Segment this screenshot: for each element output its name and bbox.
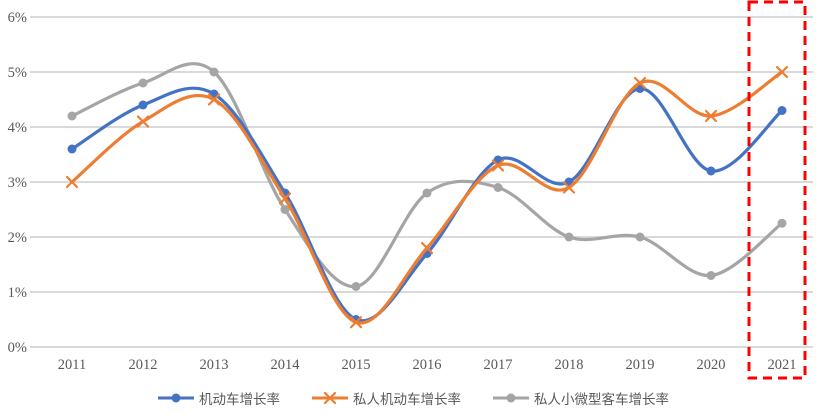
data-point-s0-2011 — [67, 144, 77, 154]
data-point-s2-2014 — [280, 205, 290, 214]
data-point-s1-2011 — [65, 175, 79, 189]
legend-item-private-small-passenger-car: 私人小微型客车增长率 — [493, 388, 669, 408]
legend-label-private-motor-vehicle: 私人机动车增长率 — [353, 392, 461, 407]
x-axis-tick-2011: 2011 — [58, 357, 86, 373]
data-point-s1-2017 — [491, 159, 505, 172]
legend-label-motor-vehicle: 机动车增长率 — [199, 392, 280, 407]
x-axis-tick-2018: 2018 — [555, 357, 584, 373]
data-point-s2-2012 — [138, 78, 148, 88]
data-point-s2-2021 — [777, 218, 787, 228]
data-point-s0-2012 — [138, 100, 148, 110]
legend-marker-private-small-passenger-car — [493, 393, 529, 403]
x-axis-tick-2020: 2020 — [697, 357, 726, 373]
chart-legend: 机动车增长率 私人机动车增长率 私人小微型客车增长率 — [0, 388, 827, 408]
x-axis-tick-2012: 2012 — [129, 357, 158, 373]
y-axis-tick-6pct: 6% — [8, 10, 27, 26]
data-point-s0-2020 — [706, 166, 716, 176]
data-point-s1-2019 — [633, 76, 647, 90]
x-axis-tick-2014: 2014 — [271, 357, 301, 373]
x-axis-tick-2013: 2013 — [200, 357, 229, 373]
legend-item-private-motor-vehicle: 私人机动车增长率 — [312, 388, 461, 408]
data-point-s2-2019 — [635, 232, 645, 242]
y-axis-tick-2pct: 2% — [8, 230, 27, 246]
data-point-s2-2015 — [351, 282, 361, 291]
data-point-s0-2021 — [777, 106, 787, 115]
x-axis-tick-2021: 2021 — [768, 357, 797, 373]
data-point-s2-2016 — [422, 188, 432, 198]
x-axis-tick-2017: 2017 — [484, 357, 513, 373]
x-axis-tick-2015: 2015 — [342, 357, 371, 373]
y-axis-tick-5pct: 5% — [8, 65, 27, 81]
data-point-s1-2015 — [349, 316, 363, 329]
y-axis-tick-4pct: 4% — [8, 120, 27, 136]
highlight-box-2021 — [747, 0, 807, 380]
y-axis-tick-3pct: 3% — [8, 175, 27, 191]
legend-item-motor-vehicle: 机动车增长率 — [158, 388, 280, 408]
series-line-2 — [70, 62, 784, 289]
legend-marker-private-motor-vehicle — [312, 392, 348, 404]
data-point-s2-2011 — [67, 111, 77, 121]
data-point-s1-2013 — [207, 93, 221, 106]
y-axis-tick-0pct: 0% — [8, 340, 27, 356]
data-point-s1-2018 — [562, 181, 576, 194]
legend-marker-motor-vehicle — [158, 393, 194, 403]
data-point-s2-2017 — [493, 183, 503, 192]
data-point-s1-2012 — [136, 115, 150, 128]
data-point-s1-2016 — [420, 241, 434, 255]
data-point-s2-2020 — [706, 271, 716, 280]
x-axis-tick-2016: 2016 — [413, 357, 442, 373]
series-line-1 — [70, 70, 784, 325]
data-point-s1-2020 — [704, 109, 718, 123]
data-point-s2-2013 — [209, 67, 219, 77]
legend-label-private-small-passenger-car: 私人小微型客车增长率 — [534, 392, 669, 407]
series-line-0 — [70, 86, 784, 323]
x-axis-tick-2019: 2019 — [626, 357, 655, 373]
data-point-s1-2021 — [775, 65, 789, 79]
y-axis-tick-1pct: 1% — [8, 285, 27, 301]
data-point-s2-2018 — [564, 232, 574, 242]
data-point-s1-2014 — [278, 192, 292, 205]
